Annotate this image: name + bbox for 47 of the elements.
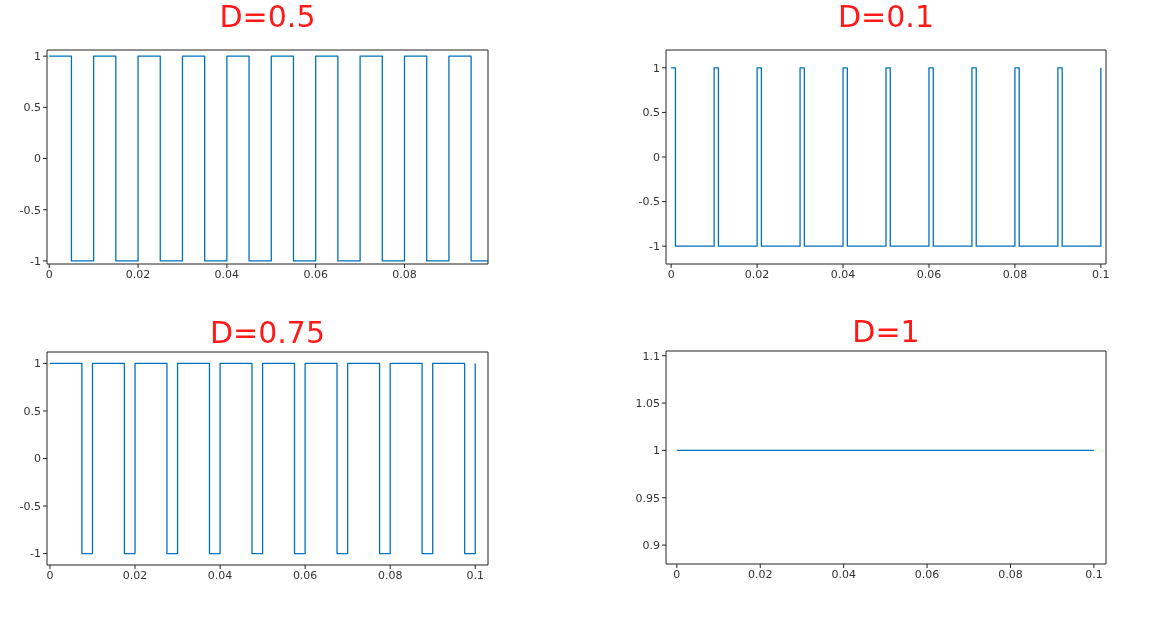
y-tick-label: -0.5 [19,203,41,217]
y-tick-label: 0 [34,452,41,466]
y-tick-label: 0.5 [23,404,41,418]
x-tick-label: 0.06 [292,568,318,582]
chart-title: D=0.5 [218,0,317,34]
y-tick-label: 0.9 [642,538,660,552]
x-tick-label: 0.08 [1002,267,1028,281]
y-tick-label: 0 [34,152,41,166]
x-tick-label: 0.04 [214,267,240,281]
x-tick-label: 0.06 [914,567,940,581]
y-tick-label: 1 [34,50,41,64]
x-tick-label: 0 [46,568,54,582]
y-tick-label: -0.5 [638,195,660,209]
x-tick-label: 0.08 [377,568,403,582]
y-tick-label: 1.1 [642,349,660,363]
x-tick-label: 0 [673,567,681,581]
y-tick-label: 1 [653,61,660,75]
x-tick-label: 0.04 [831,567,856,581]
x-tick-label: 0.08 [998,567,1023,581]
y-tick-label: 1 [34,357,41,371]
x-tick-label: 0.02 [744,267,770,281]
x-tick-label: 0.02 [748,567,773,581]
y-tick-label: 0.5 [23,101,41,115]
chart-title: D=1 [851,314,921,349]
x-tick-label: 0 [667,267,675,281]
x-tick-label: 0.04 [830,267,856,281]
x-tick-label: 0.02 [122,568,148,582]
x-tick-label: 0.08 [392,267,417,281]
chart-title: D=0.1 [837,0,935,34]
y-tick-label: 0.5 [642,106,660,120]
y-tick-label: -1 [30,547,41,561]
y-tick-label: -0.5 [19,499,41,513]
y-tick-label: 1 [653,444,660,458]
x-tick-label: 0.1 [466,568,484,582]
x-tick-label: 0.06 [916,267,942,281]
y-tick-label: 1.05 [635,396,660,410]
x-tick-label: 0.04 [207,568,233,582]
x-tick-label: 0.1 [1092,267,1110,281]
x-tick-label: 0.02 [125,267,151,281]
x-tick-label: 0 [45,267,53,281]
x-tick-label: 0.1 [1085,567,1103,581]
y-tick-label: 0.95 [635,491,660,505]
y-tick-label: -1 [649,240,660,254]
y-tick-label: 0 [653,150,660,164]
y-tick-label: -1 [30,254,41,268]
x-tick-label: 0.06 [303,267,328,281]
chart-title: D=0.75 [208,315,326,350]
